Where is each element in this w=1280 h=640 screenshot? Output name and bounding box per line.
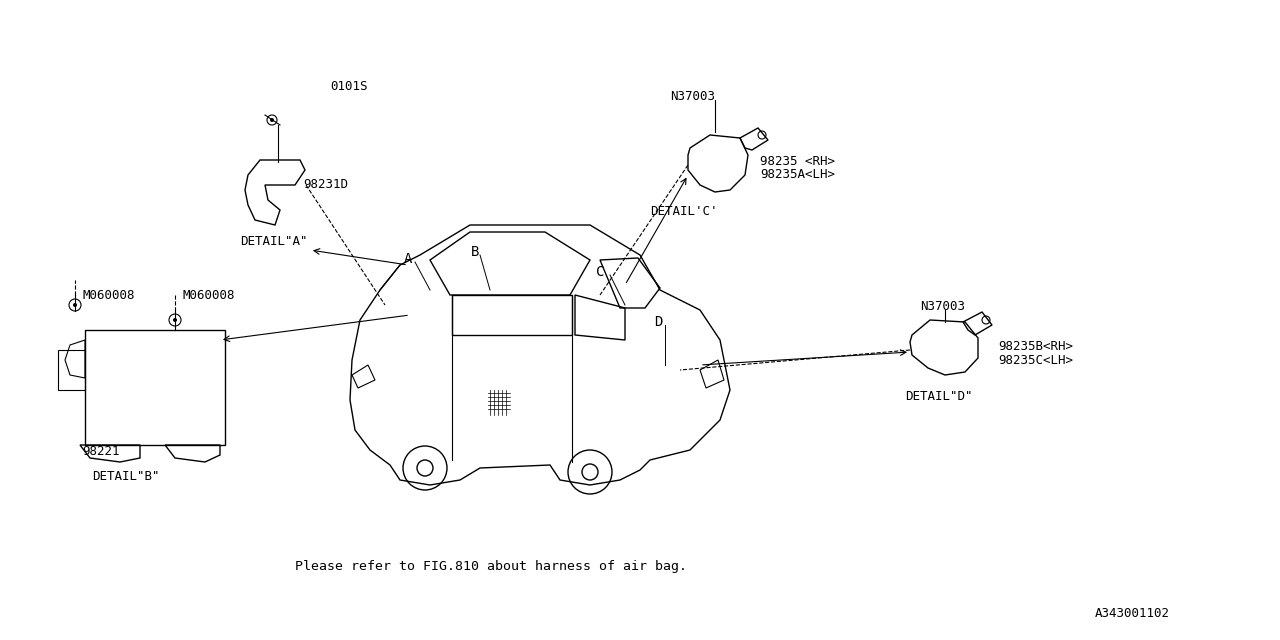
Circle shape [173, 318, 177, 322]
Text: M060008: M060008 [182, 289, 234, 302]
Text: DETAIL"B": DETAIL"B" [92, 470, 160, 483]
Text: 98235C<LH>: 98235C<LH> [998, 354, 1073, 367]
Text: B: B [471, 245, 479, 259]
Text: 98235 <RH>: 98235 <RH> [760, 155, 835, 168]
Text: N37003: N37003 [920, 300, 965, 313]
Text: C: C [595, 265, 604, 279]
Text: DETAIL"A": DETAIL"A" [241, 235, 307, 248]
Text: A: A [403, 252, 412, 266]
Text: A343001102: A343001102 [1094, 607, 1170, 620]
Text: M060008: M060008 [82, 289, 134, 302]
Circle shape [270, 118, 274, 122]
Text: 0101S: 0101S [330, 80, 367, 93]
Bar [84, 330, 225, 445]
Text: 98231D: 98231D [303, 178, 348, 191]
Text: DETAIL"D": DETAIL"D" [905, 390, 973, 403]
Text: Please refer to FIG.810 about harness of air bag.: Please refer to FIG.810 about harness of… [294, 560, 687, 573]
Text: 98235A<LH>: 98235A<LH> [760, 168, 835, 181]
Text: 98235B<RH>: 98235B<RH> [998, 340, 1073, 353]
Text: DETAIL'C': DETAIL'C' [650, 205, 718, 218]
Text: D: D [654, 315, 662, 329]
Circle shape [73, 303, 77, 307]
Text: N37003: N37003 [669, 90, 716, 103]
Bar [58, 350, 84, 390]
Text: 98221: 98221 [82, 445, 119, 458]
